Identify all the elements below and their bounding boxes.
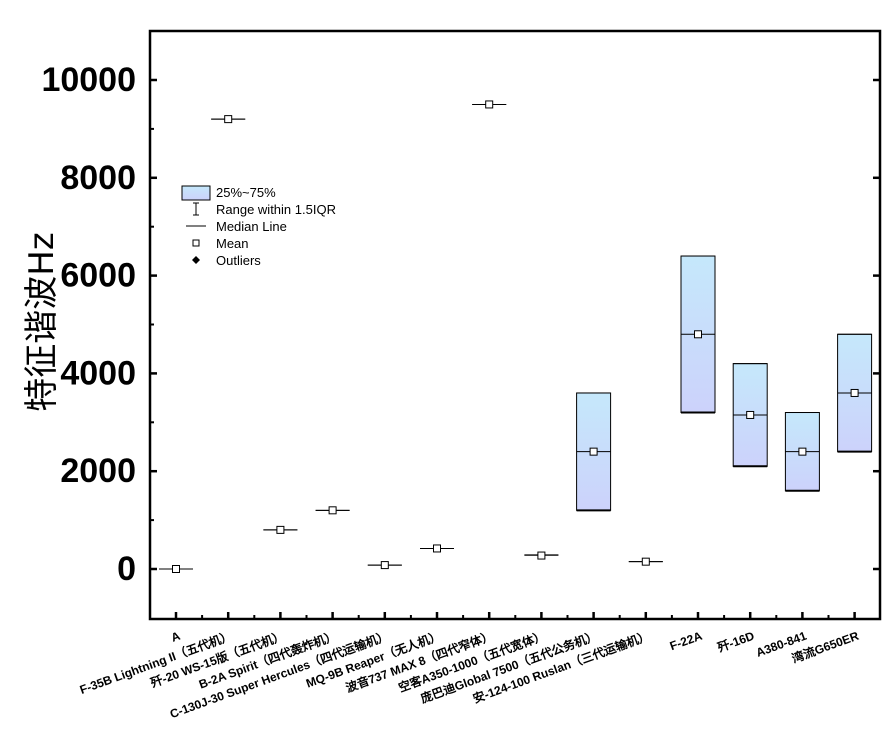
mean-marker: [641, 557, 650, 566]
mean-marker: [276, 525, 285, 534]
mean-marker: [537, 551, 546, 560]
box-2: [263, 525, 298, 534]
legend-mean-icon: [192, 239, 200, 247]
mean-marker: [746, 410, 755, 419]
mean-marker: [328, 506, 337, 515]
boxes: [159, 100, 873, 573]
legend-mean-label: Mean: [216, 236, 249, 251]
mean-marker: [589, 447, 598, 456]
box-9: [628, 557, 663, 566]
mean-marker: [850, 388, 859, 397]
box-11: [732, 363, 768, 468]
legend-iqr-label: 25%~75%: [216, 185, 276, 200]
mean-marker: [694, 330, 702, 339]
box-13: [837, 333, 873, 453]
legend-range-icon: [193, 202, 199, 216]
y-tick-label: 4000: [60, 354, 136, 392]
y-tick-label: 2000: [60, 452, 136, 490]
box-12: [784, 412, 820, 492]
y-tick-label: 6000: [60, 257, 136, 295]
box-7: [524, 551, 559, 560]
y-tick-label: 10000: [41, 61, 136, 99]
mean-marker: [798, 447, 807, 456]
legend: 25%~75% Range within 1.5IQR Median Line …: [181, 185, 336, 268]
box-6: [472, 100, 507, 109]
legend-outlier-label: Outliers: [216, 253, 261, 268]
box-4: [367, 561, 402, 570]
mean-marker: [433, 544, 441, 553]
mean-marker: [224, 115, 233, 124]
mean-marker: [485, 100, 494, 109]
y-tick-label: 0: [117, 550, 136, 588]
x-axis-ticks: AF-35B Lightning II（五代机）歼-20 WS-15版（五代机）…: [77, 612, 861, 721]
x-tick-label: F-22A: [668, 629, 704, 654]
box-8: [576, 392, 612, 512]
plot-frame: [148, 29, 882, 621]
legend-iqr-swatch: [181, 185, 211, 201]
x-tick-label: 歼-16D: [714, 628, 756, 656]
box-3: [315, 506, 350, 515]
mean-marker: [172, 565, 180, 573]
box-5: [420, 544, 454, 553]
y-axis-ticks: 0 2000 4000 6000 8000 10000: [41, 61, 880, 588]
y-axis-label: 特征谐波Hz: [22, 232, 62, 411]
legend-outlier-icon: [192, 256, 200, 264]
x-tick-label: A: [169, 629, 182, 645]
legend-median-label: Median Line: [216, 219, 287, 234]
mean-marker: [380, 561, 389, 570]
box-1: [211, 115, 246, 124]
box-10: [680, 255, 716, 414]
y-tick-label: 8000: [60, 159, 136, 197]
box-0: [159, 565, 193, 573]
legend-range-label: Range within 1.5IQR: [216, 202, 336, 217]
